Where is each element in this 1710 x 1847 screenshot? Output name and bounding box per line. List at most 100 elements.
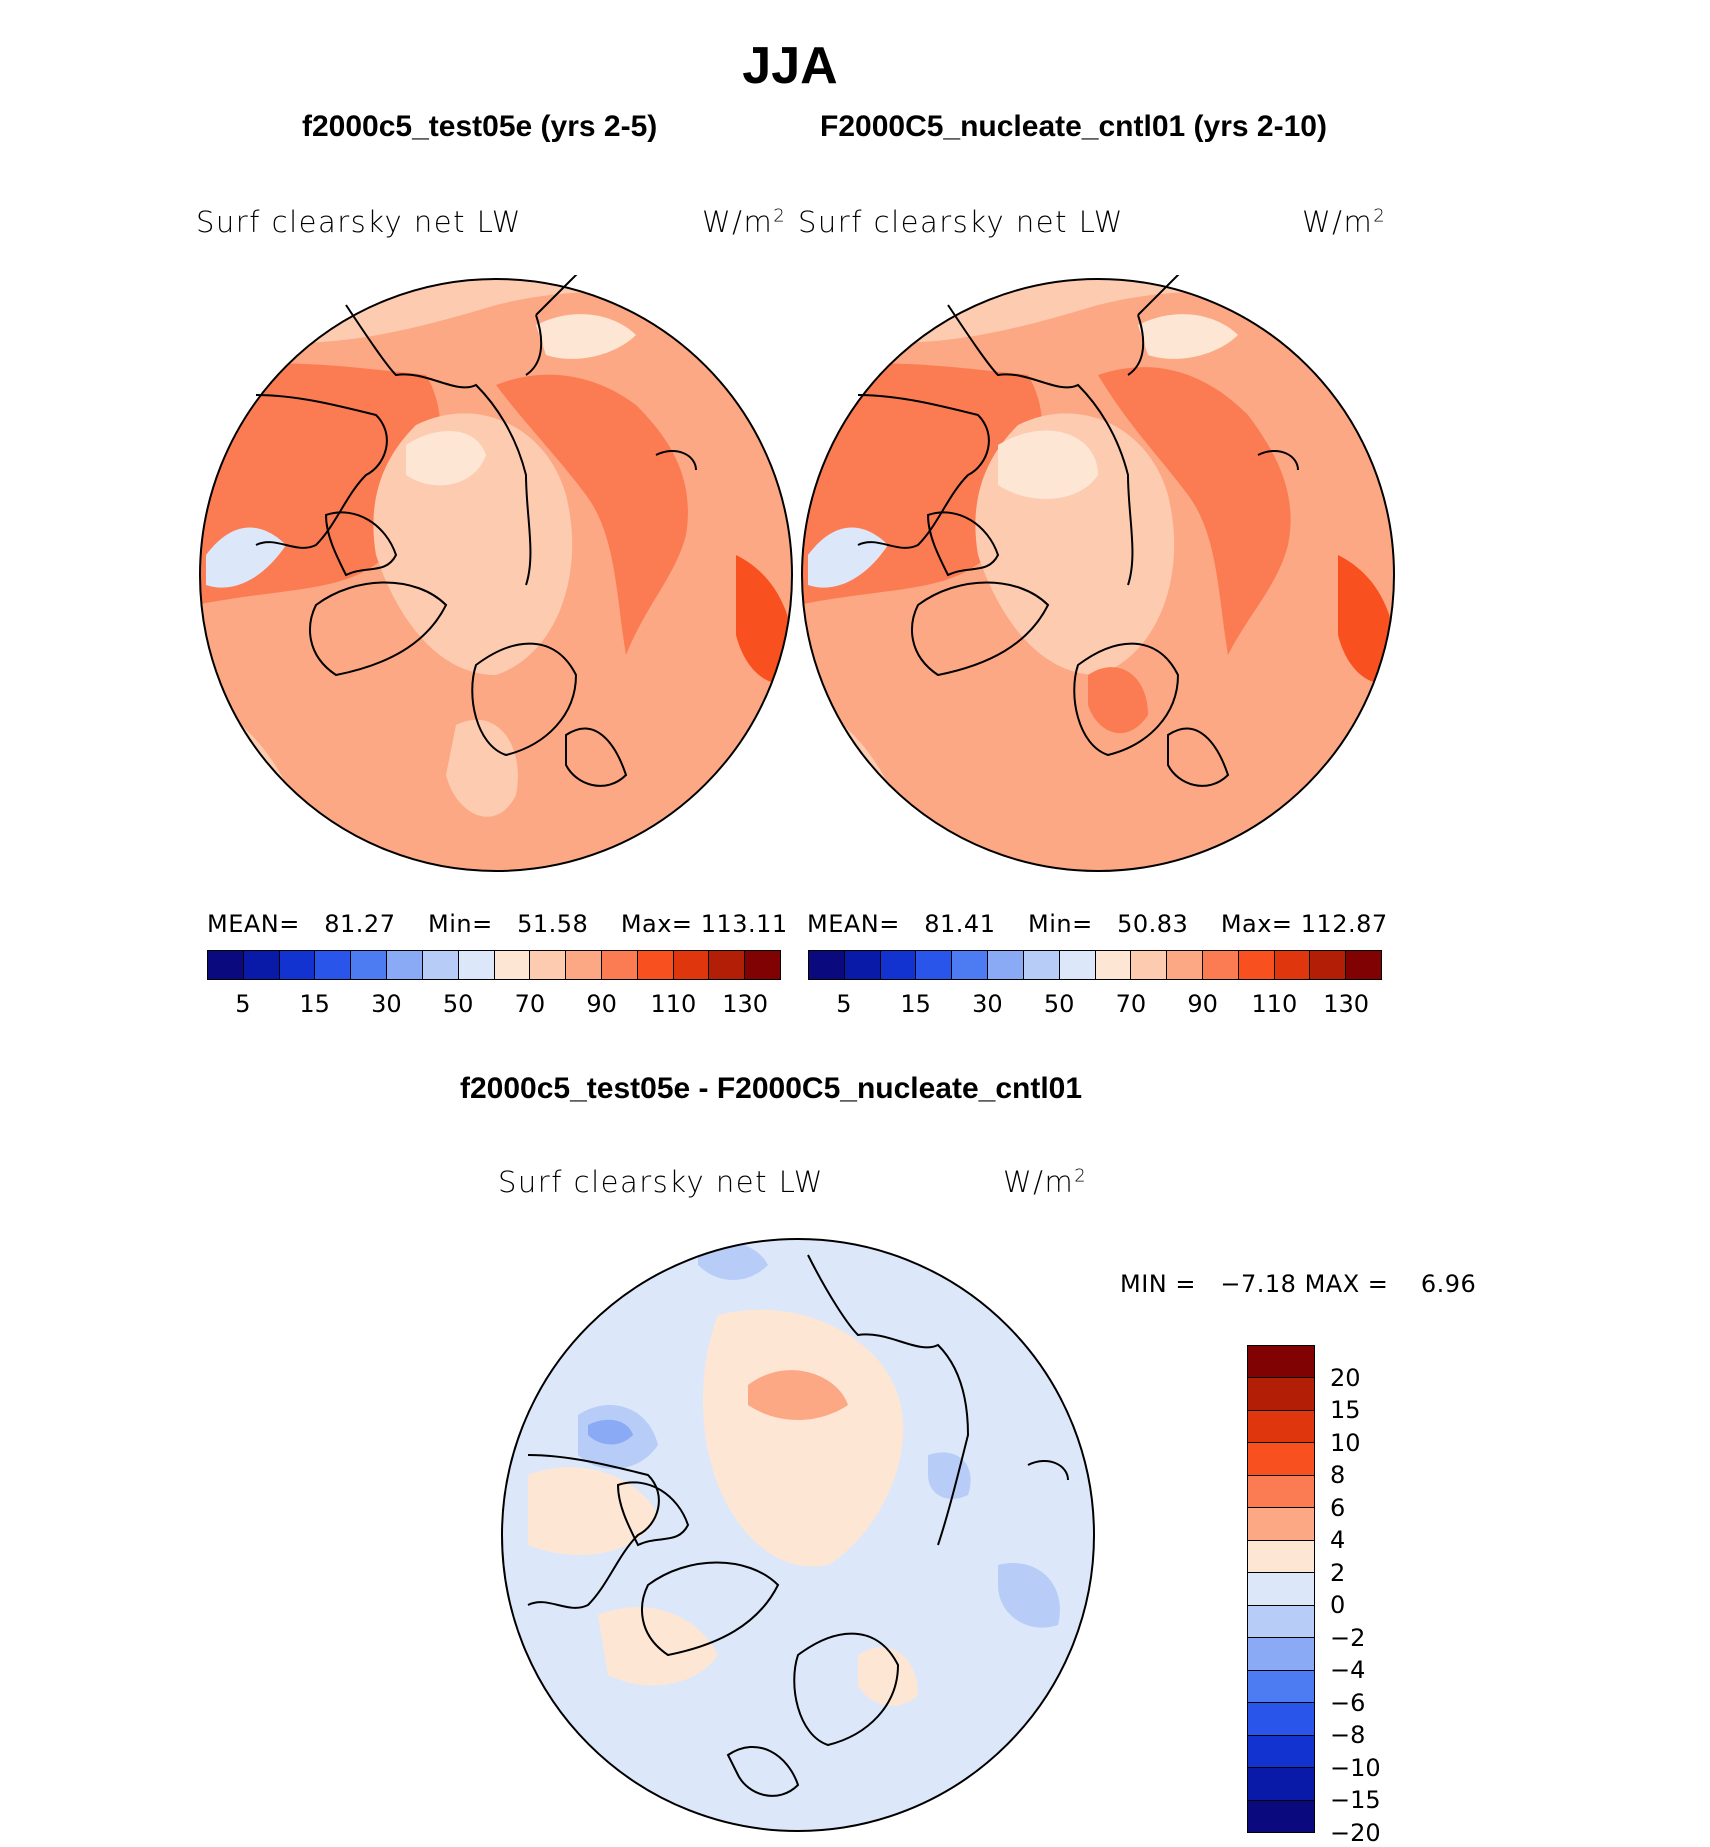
diff-field-europe-warm <box>858 1647 918 1706</box>
panel-2-field-siberia <box>1098 367 1291 655</box>
panel-1-colorbar <box>207 950 781 980</box>
panel-2-field-pacific-cool <box>1138 314 1238 359</box>
diff-colorbar-swatch <box>1248 1768 1314 1801</box>
panel-2-colorbar-tick-label: 5 <box>836 990 852 1018</box>
diff-colorbar-swatch <box>1248 1540 1314 1574</box>
diff-field-archipelago-cooler <box>588 1419 633 1445</box>
panel-1-field-pacific-cool <box>536 314 636 359</box>
diff-colorbar-tick-label: 15 <box>1330 1396 1361 1425</box>
diff-colorbar-swatch <box>1248 1735 1314 1769</box>
diff-colorbar-tick-label: −6 <box>1330 1688 1366 1717</box>
panel-2-colorbar-tick-label: 110 <box>1251 990 1298 1018</box>
panel-2-polar-map <box>801 275 1395 872</box>
panel-2-colorbar-swatch <box>844 951 881 979</box>
panel-2-colorbar-swatch <box>952 951 989 979</box>
panel-2-stats: MEAN= 81.41 Min= 50.83 Max= 112.87 <box>807 910 1388 938</box>
panel-2-colorbar-swatch <box>1023 951 1060 979</box>
diff-colorbar-tick-label: −15 <box>1330 1786 1381 1815</box>
panel-1-colorbar-swatch <box>566 951 602 979</box>
panel-1-colorbar-swatch <box>494 951 531 979</box>
panel-2-variable-label: Surf clearsky net LW <box>798 205 1124 239</box>
diff-polar-map <box>501 1238 1095 1832</box>
diff-colorbar-tick-label: −2 <box>1330 1623 1366 1652</box>
diff-colorbar-swatch <box>1248 1378 1314 1411</box>
diff-colorbar-swatch <box>1248 1443 1314 1476</box>
panel-1-colorbar-swatch <box>530 951 567 979</box>
diff-colorbar-swatch <box>1248 1638 1314 1671</box>
diff-field-arctic-warm <box>703 1309 904 1567</box>
panel-1-colorbar-swatch <box>601 951 638 979</box>
panel-1-colorbar-tick-label: 110 <box>650 990 697 1018</box>
diff-colorbar-ticks: 20 15 10 8 6 4 2 0 −2 −4 −6 −8 −10 −15 −20 <box>1330 1345 1430 1847</box>
panel-2-colorbar-swatch <box>1131 951 1168 979</box>
diff-colorbar-tick-label: 20 <box>1330 1363 1361 1392</box>
panel-2-field-arctic-ocean-center <box>998 430 1098 499</box>
panel-2-colorbar-tick-label: 15 <box>900 990 931 1018</box>
diff-colorbar-swatch <box>1248 1670 1314 1704</box>
panel-1-colorbar-tick-label: 70 <box>514 990 546 1018</box>
diff-colorbar-tick-label: 6 <box>1330 1493 1346 1522</box>
panel-1-colorbar-tick-label: 130 <box>722 990 769 1018</box>
panel-2-units-label: W/m2 <box>1302 205 1387 239</box>
page-title: JJA <box>742 37 838 95</box>
panel-1-coastlines <box>255 275 697 787</box>
diff-colorbar-tick-label: 8 <box>1330 1461 1346 1490</box>
diff-field-pacific-cool <box>998 1563 1060 1628</box>
panel-2-colorbar-swatch <box>1238 951 1275 979</box>
diff-colorbar-swatch <box>1248 1346 1314 1379</box>
panel-1-colorbar-swatch <box>422 951 459 979</box>
panel-2-colorbar-tick-label: 90 <box>1187 990 1218 1018</box>
diff-colorbar-swatch <box>1248 1475 1314 1509</box>
panel-1-polar-map <box>199 275 793 872</box>
panel-1-colorbar-swatch <box>243 951 280 979</box>
panel-2-colorbar-swatch <box>1310 951 1347 979</box>
diff-colorbar-tick-label: 4 <box>1330 1526 1346 1555</box>
diff-colorbar-tick-label: −10 <box>1330 1753 1381 1782</box>
diff-units-label: W/m2 <box>1003 1165 1088 1199</box>
panel-1-field-greenland-sea <box>446 719 518 817</box>
panel-2-colorbar-swatch <box>1167 951 1203 979</box>
panel-1-colorbar-swatch <box>673 951 710 979</box>
diff-map-border <box>501 1238 1095 1832</box>
diff-colorbar-swatch <box>1248 1508 1314 1541</box>
diff-stats: MIN = −7.18 MAX = 6.96 <box>1120 1270 1477 1298</box>
panel-2-colorbar-tick-label: 130 <box>1323 990 1370 1018</box>
panel-2-colorbar-tick-label: 30 <box>972 990 1003 1018</box>
diff-colorbar-swatch <box>1248 1573 1314 1606</box>
panel-1-units-label: W/m2 <box>702 205 787 239</box>
panel-2-colorbar-swatch <box>809 951 845 979</box>
panel-1-colorbar-swatch <box>637 951 674 979</box>
panel-1-colorbar-tick-label: 90 <box>586 990 617 1018</box>
panel-2-colorbar-swatch <box>916 951 953 979</box>
panel-2-colorbar-swatch <box>880 951 917 979</box>
panel-2-colorbar-tick-label: 50 <box>1043 990 1075 1018</box>
diff-colorbar-tick-label: −8 <box>1330 1721 1366 1750</box>
panel-1-colorbar-swatch <box>315 951 352 979</box>
diff-colorbar-swatch <box>1248 1605 1314 1639</box>
diff-colorbar-tick-label: 0 <box>1330 1591 1346 1620</box>
panel-1-colorbar-tick-label: 5 <box>235 990 251 1018</box>
diff-colorbar-swatch <box>1248 1800 1314 1833</box>
panel-2-colorbar-tick-label: 70 <box>1115 990 1147 1018</box>
panel-2-colorbar-swatch <box>1059 951 1096 979</box>
panel-2-colorbar-swatch <box>1202 951 1239 979</box>
panel-2-colorbar <box>808 950 1382 980</box>
panel-1-field-arctic-ocean-center <box>406 431 486 486</box>
panel-1-variable-label: Surf clearsky net LW <box>196 205 522 239</box>
panel-2-colorbar-swatch <box>988 951 1024 979</box>
panel-1-colorbar-tick-label: 50 <box>442 990 474 1018</box>
diff-field-alaska-warm <box>528 1467 658 1555</box>
diff-colorbar-swatch <box>1248 1410 1314 1444</box>
diff-colorbar-tick-label: −4 <box>1330 1656 1366 1685</box>
panel-2-colorbar-swatch <box>1274 951 1311 979</box>
panel-1-stats: MEAN= 81.27 Min= 51.58 Max= 113.11 <box>207 910 788 938</box>
diff-variable-label: Surf clearsky net LW <box>498 1165 824 1199</box>
diff-colorbar-tick-label: 10 <box>1330 1428 1361 1457</box>
panel-1-colorbar-swatch <box>458 951 495 979</box>
diff-colorbar-tick-label: 2 <box>1330 1558 1346 1587</box>
diff-case-title: f2000c5_test05e - F2000C5_nucleate_cntl0… <box>460 1072 1083 1105</box>
diff-colorbar-swatch <box>1248 1703 1314 1736</box>
panel-1-colorbar-swatch <box>387 951 423 979</box>
diff-colorbar <box>1247 1345 1315 1833</box>
diff-field-east-siberia-warm <box>748 1370 848 1420</box>
